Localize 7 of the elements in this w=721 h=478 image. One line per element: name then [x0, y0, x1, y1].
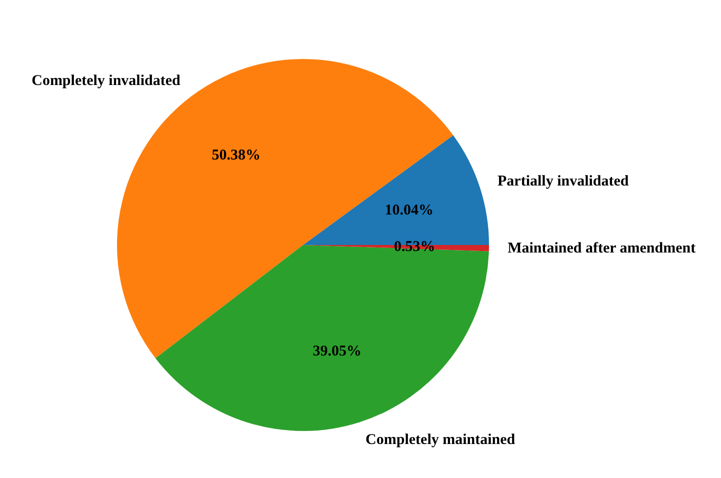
- data-label: 39.05%: [312, 343, 362, 360]
- slice-label: Maintained after amendment: [508, 240, 696, 256]
- slice-label: Partially invalidated: [498, 174, 630, 190]
- data-label: 50.38%: [212, 148, 260, 164]
- data-label: 10.04%: [384, 202, 434, 218]
- slice-label: Completely maintained: [366, 432, 516, 448]
- slice-label: Completely invalidated: [32, 73, 182, 90]
